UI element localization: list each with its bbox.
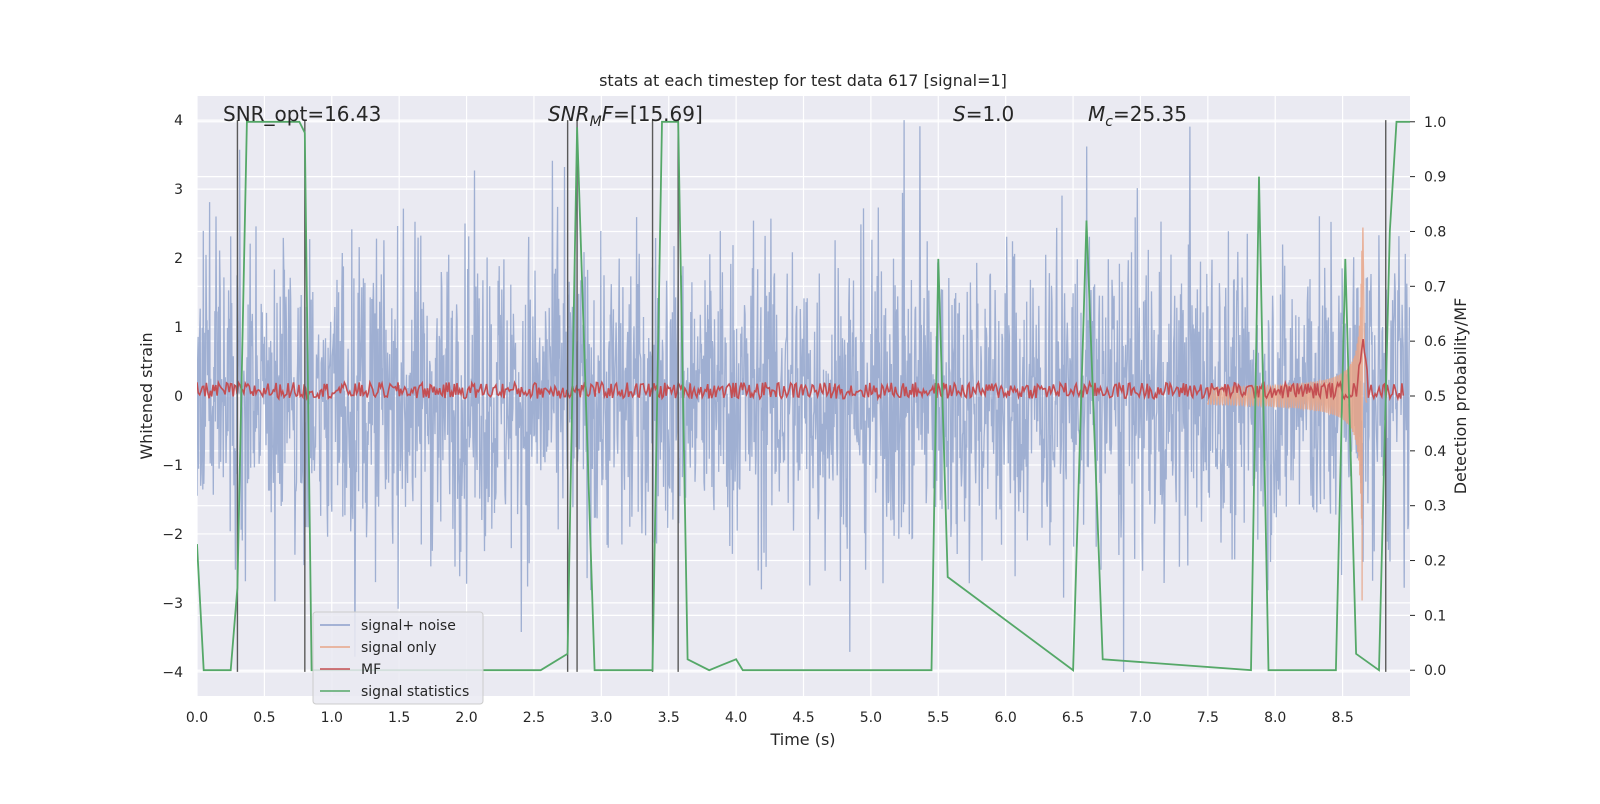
x-tick-label: 1.0 (321, 710, 343, 726)
y-tick-label-right: 1.0 (1424, 115, 1446, 131)
x-tick-label: 5.0 (860, 710, 882, 726)
y-axis-left-ticks: 4 3 2 1 0 −1 −2 −3 −4 (162, 113, 183, 681)
x-tick-label: 6.5 (1062, 710, 1084, 726)
y-tick-label-right: 0.0 (1424, 663, 1446, 679)
y-tick-label-left: 3 (174, 182, 183, 198)
x-tick-label: 8.0 (1264, 710, 1286, 726)
chart-title: stats at each timestep for test data 617… (599, 71, 1007, 90)
y-tick-label-right: 0.1 (1424, 608, 1446, 624)
y-tick-label-right: 0.3 (1424, 499, 1446, 515)
x-axis-ticks: 0.0 0.5 1.0 1.5 2.0 2.5 3.0 3.5 4.0 4.5 5.0 5.5 6.0 6… (186, 710, 1354, 726)
annotation-mc: Mc=25.35 (1088, 102, 1187, 130)
x-tick-label: 2.5 (523, 710, 545, 726)
y-tick-label-left: 2 (174, 251, 183, 267)
y-tick-label-left: 0 (174, 389, 183, 405)
x-tick-label: 3.0 (590, 710, 612, 726)
y-tick-label-right: 0.5 (1424, 389, 1446, 405)
annotation-s: S=1.0 (953, 102, 1014, 126)
annotation-snr-mf: SNRMF=[15.69] (548, 102, 703, 130)
x-axis-label: Time (s) (769, 730, 835, 749)
y-tick-label-left: 4 (174, 113, 183, 129)
legend-label: MF (361, 662, 381, 678)
legend-label: signal statistics (361, 684, 469, 700)
annotation-snr-opt: SNR_opt=16.43 (223, 102, 381, 126)
y-tick-label-left: −1 (162, 458, 183, 474)
y-tick-label-right: 0.6 (1424, 334, 1446, 350)
x-tick-label: 4.5 (792, 710, 814, 726)
x-tick-label: 4.0 (725, 710, 747, 726)
x-tick-label: 8.5 (1331, 710, 1353, 726)
y-tick-label-left: −3 (162, 596, 183, 612)
series-mf (197, 338, 1405, 402)
legend-item-signal-statistics: signal statistics (320, 684, 469, 700)
legend-box (312, 611, 484, 705)
x-tick-label: 7.5 (1197, 710, 1219, 726)
x-tick-label: 6.0 (995, 710, 1017, 726)
y-axis-left-label: Whitened strain (137, 332, 156, 459)
y-tick-label-right: 0.9 (1424, 170, 1446, 186)
y-tick-label-left: −4 (162, 665, 183, 681)
y-tick-label-left: −2 (162, 527, 183, 543)
y-tick-label-right: 0.4 (1424, 444, 1446, 460)
y-axis-right-label: Detection probability/MF (1451, 298, 1470, 495)
series-signal-statistics (197, 120, 1410, 672)
y-tick-label-left: 1 (174, 320, 183, 336)
y-axis-right-ticks: 1.0 0.9 0.8 0.7 0.6 0.5 0.4 0.3 0.2 0.1 0.0 (1410, 115, 1446, 679)
x-tick-label: 1.5 (388, 710, 410, 726)
x-tick-label: 5.5 (927, 710, 949, 726)
x-tick-label: 3.5 (658, 710, 680, 726)
x-tick-label: 7.0 (1129, 710, 1151, 726)
legend-label: signal+ noise (361, 618, 456, 634)
x-tick-label: 0.0 (186, 710, 208, 726)
legend-item-signal-only: signal only (320, 640, 436, 656)
legend-label: signal only (361, 640, 436, 656)
legend: signal+ noise signal only MF signal stat… (312, 611, 484, 705)
legend-item-signal-noise: signal+ noise (320, 618, 456, 634)
legend-item-mf: MF (320, 662, 381, 678)
x-tick-label: 0.5 (253, 710, 275, 726)
y-tick-label-right: 0.8 (1424, 224, 1446, 240)
y-tick-label-right: 0.2 (1424, 554, 1446, 570)
y-tick-label-right: 0.7 (1424, 279, 1446, 295)
x-tick-label: 2.0 (455, 710, 477, 726)
